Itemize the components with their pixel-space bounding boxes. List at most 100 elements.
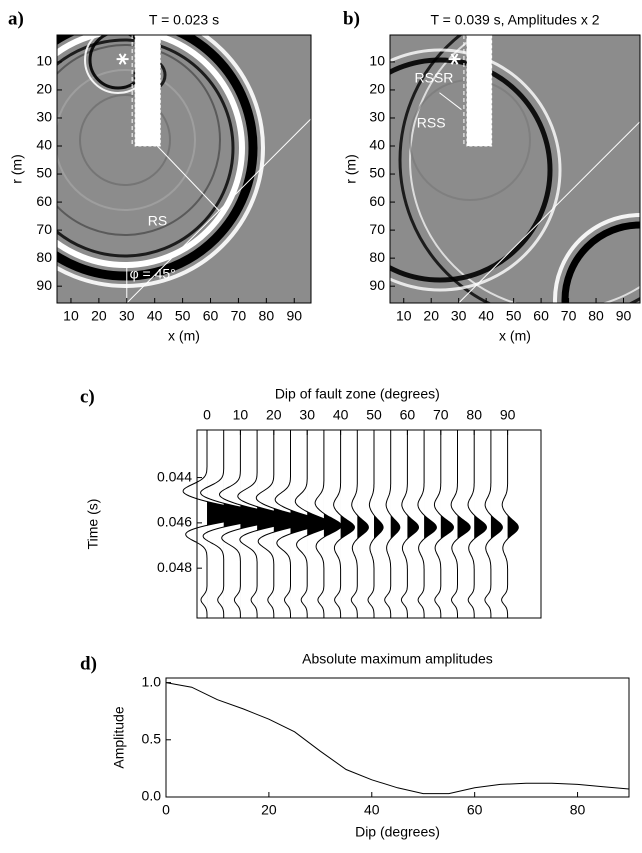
wavefront bbox=[409, 35, 640, 303]
dip-line bbox=[458, 120, 640, 303]
y-tick-label: 70 bbox=[36, 221, 52, 237]
dip-line bbox=[126, 118, 311, 303]
y-tick-label: 80 bbox=[36, 249, 52, 265]
trace-fill bbox=[307, 430, 331, 618]
y-tick-label: 0.5 bbox=[142, 730, 162, 746]
y-tick-label: 60 bbox=[36, 193, 52, 209]
chart-title: T = 0.039 s, Amplitudes x 2 bbox=[430, 12, 599, 28]
wavefield bbox=[390, 35, 640, 303]
wavefront bbox=[57, 35, 265, 288]
trace bbox=[417, 430, 437, 618]
trace-fill bbox=[390, 430, 400, 618]
x-tick-label: 30 bbox=[451, 308, 467, 324]
annotation: RSSR bbox=[415, 69, 454, 85]
x-tick-label: 30 bbox=[299, 407, 315, 423]
panel-label: b) bbox=[343, 8, 360, 29]
x-tick-label: 20 bbox=[261, 802, 277, 818]
x-tick-label: 20 bbox=[91, 308, 107, 324]
y-axis-label: Amplitude bbox=[111, 706, 127, 768]
y-axis-label: Time (s) bbox=[85, 499, 101, 550]
ray-arrow bbox=[156, 145, 220, 211]
source-star bbox=[118, 53, 127, 65]
trace-fill bbox=[223, 430, 270, 618]
trace bbox=[433, 430, 455, 618]
x-tick-label: 80 bbox=[466, 407, 482, 423]
trace bbox=[367, 430, 384, 618]
y-tick-label: 0.048 bbox=[157, 559, 192, 575]
x-tick-label: 20 bbox=[423, 308, 439, 324]
panel-label: c) bbox=[80, 386, 95, 407]
x-tick-label: 70 bbox=[433, 407, 449, 423]
x-tick-label: 60 bbox=[533, 308, 549, 324]
trace-fill bbox=[474, 430, 487, 618]
trace-fill bbox=[407, 430, 419, 618]
x-tick-label: 40 bbox=[364, 802, 380, 818]
trace bbox=[450, 430, 471, 618]
wavefront bbox=[390, 48, 562, 292]
trace bbox=[350, 430, 369, 618]
x-tick-label: 50 bbox=[366, 407, 382, 423]
ray-arrow bbox=[439, 92, 462, 110]
y-tick-label: 1.0 bbox=[142, 673, 162, 689]
trace bbox=[400, 430, 419, 618]
y-tick-label: 80 bbox=[369, 249, 385, 265]
panel-label: d) bbox=[80, 653, 97, 674]
x-tick-label: 60 bbox=[203, 308, 219, 324]
x-tick-label: 10 bbox=[63, 308, 79, 324]
x-tick-label: 0 bbox=[162, 802, 170, 818]
y-tick-label: 90 bbox=[36, 277, 52, 293]
fault-zone bbox=[466, 35, 493, 147]
y-tick-label: 40 bbox=[369, 137, 385, 153]
trace-fill bbox=[374, 430, 384, 618]
trace-fill bbox=[290, 430, 322, 618]
panel-label: a) bbox=[8, 8, 24, 29]
wavefront bbox=[561, 221, 640, 303]
trace-fill bbox=[457, 430, 471, 618]
x-axis-label: x (m) bbox=[499, 328, 531, 344]
wavefront bbox=[57, 38, 235, 258]
trace bbox=[501, 430, 519, 618]
x-tick-label: 10 bbox=[233, 407, 249, 423]
y-tick-label: 50 bbox=[36, 165, 52, 181]
data-line bbox=[165, 682, 630, 795]
y-tick-label: 60 bbox=[369, 193, 385, 209]
x-tick-label: 40 bbox=[478, 308, 494, 324]
plot-frame bbox=[196, 429, 542, 619]
x-tick-label: 10 bbox=[396, 308, 412, 324]
x-tick-label: 90 bbox=[286, 308, 302, 324]
annotation: RSS bbox=[417, 114, 446, 130]
y-axis-label: r (m) bbox=[9, 154, 25, 184]
trace bbox=[384, 430, 401, 618]
x-tick-label: 50 bbox=[506, 308, 522, 324]
x-tick-label: 70 bbox=[231, 308, 247, 324]
trace-fill bbox=[507, 430, 519, 618]
wavefront bbox=[57, 69, 196, 211]
plot-frame bbox=[389, 34, 641, 304]
y-tick-label: 90 bbox=[369, 277, 385, 293]
x-tick-label: 30 bbox=[119, 308, 135, 324]
x-tick-label: 60 bbox=[400, 407, 416, 423]
y-tick-label: 10 bbox=[369, 53, 385, 69]
y-tick-label: 20 bbox=[369, 81, 385, 97]
trace-fill bbox=[340, 430, 355, 618]
y-tick-label: 70 bbox=[369, 221, 385, 237]
x-tick-label: 70 bbox=[561, 308, 577, 324]
chart-title: Absolute maximum amplitudes bbox=[302, 651, 493, 667]
wavefront bbox=[57, 35, 245, 268]
trace-fill bbox=[424, 430, 437, 618]
x-tick-label: 90 bbox=[616, 308, 632, 324]
x-axis-label: x (m) bbox=[168, 328, 200, 344]
y-tick-label: 30 bbox=[369, 109, 385, 125]
trace bbox=[484, 430, 503, 618]
wavefront bbox=[57, 44, 221, 236]
x-axis-label: Dip of fault zone (degrees) bbox=[275, 386, 440, 402]
trace-fill bbox=[440, 430, 454, 618]
trace bbox=[200, 430, 271, 618]
trace-fill bbox=[357, 430, 369, 618]
trace-fill bbox=[490, 430, 503, 618]
x-tick-label: 50 bbox=[175, 308, 191, 324]
x-tick-label: 80 bbox=[588, 308, 604, 324]
wavefield-bg bbox=[390, 35, 640, 303]
y-tick-label: 10 bbox=[36, 53, 52, 69]
